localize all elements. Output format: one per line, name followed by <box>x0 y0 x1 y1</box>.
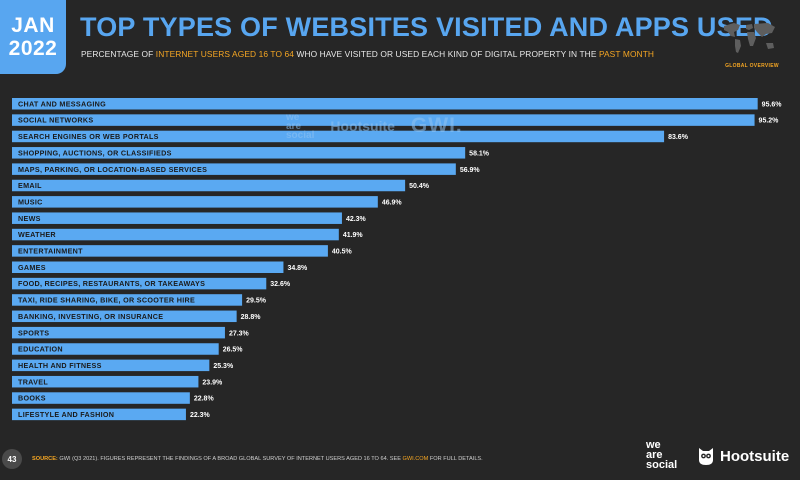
value-label-13: 28.8% <box>241 314 262 321</box>
subtitle-text-1: PERCENTAGE OF <box>81 49 156 59</box>
logo-was-1: we <box>646 439 661 451</box>
category-label-2: SEARCH ENGINES OR WEB PORTALS <box>18 132 159 141</box>
category-label-18: BOOKS <box>18 394 46 403</box>
value-label-2: 83.6% <box>668 134 689 141</box>
value-label-1: 95.2% <box>759 118 780 125</box>
category-label-5: EMAIL <box>18 181 42 190</box>
value-label-17: 23.9% <box>202 379 223 386</box>
bar-chart: CHAT AND MESSAGING 95.6% SOCIAL NETWORKS 95… <box>12 98 783 421</box>
value-label-8: 41.9% <box>343 232 364 239</box>
bar-9 <box>12 245 328 257</box>
bar-3 <box>12 147 466 159</box>
category-label-4: MAPS, PARKING, OR LOCATION-BASED SERVICE… <box>18 165 207 174</box>
value-label-0: 95.6% <box>762 101 783 108</box>
category-label-6: MUSIC <box>18 197 43 206</box>
category-label-13: BANKING, INVESTING, OR INSURANCE <box>18 312 163 321</box>
category-label-14: SPORTS <box>18 328 49 337</box>
hootsuite-logo: Hootsuite <box>696 446 789 466</box>
logo-was-2: are <box>646 449 663 461</box>
value-label-10: 34.8% <box>287 265 308 272</box>
logo-was-3: social <box>646 459 678 471</box>
category-label-17: TRAVEL <box>18 377 48 386</box>
bar-0 <box>12 98 758 110</box>
watermark-we-are-social: we are social <box>286 111 315 141</box>
subtitle-text-2: WHO HAVE VISITED OR USED EACH KIND OF DI… <box>294 49 599 59</box>
source-link[interactable]: GWI.COM <box>402 456 429 462</box>
bar-16 <box>12 359 210 372</box>
subtitle-highlight-1: INTERNET USERS AGED 16 TO 64 <box>155 49 295 59</box>
value-label-9: 40.5% <box>332 249 353 256</box>
source-label: SOURCE: <box>32 456 58 462</box>
value-label-15: 26.5% <box>223 347 244 354</box>
category-label-19: LIFESTYLE AND FASHION <box>18 410 114 419</box>
value-label-12: 29.5% <box>246 298 267 305</box>
value-label-4: 56.9% <box>460 167 481 174</box>
value-label-7: 42.3% <box>346 216 367 223</box>
page-number: 43 <box>2 449 22 469</box>
value-label-6: 46.9% <box>382 199 403 206</box>
watermark-was-3: social <box>286 129 315 141</box>
bar-2 <box>12 130 665 143</box>
watermark-gwi: GWI. <box>410 114 463 137</box>
bar-5 <box>12 179 406 192</box>
bar-12 <box>12 294 243 306</box>
hootsuite-wordmark: Hootsuite <box>720 447 790 465</box>
category-label-15: EDUCATION <box>18 345 63 354</box>
page-subtitle: PERCENTAGE OF INTERNET USERS AGED 16 TO … <box>81 49 654 59</box>
category-label-7: NEWS <box>18 214 41 223</box>
partner-watermark: we are social Hootsuite GWI. <box>286 109 463 143</box>
bar-19 <box>12 408 186 421</box>
page-title: TOP TYPES OF WEBSITES VISITED AND APPS U… <box>80 12 773 42</box>
watermark-was-1: we <box>286 111 300 123</box>
bar-17 <box>12 375 199 388</box>
bar-8 <box>12 228 339 241</box>
watermark-was-2: are <box>286 120 302 132</box>
category-label-12: TAXI, RIDE SHARING, BIKE, OR SCOOTER HIR… <box>18 296 195 305</box>
date-badge: JAN 2022 <box>0 0 66 74</box>
we-are-social-logo: we are social <box>646 439 678 471</box>
global-overview-label: GLOBAL OVERVIEW <box>725 63 779 69</box>
bars-layer: CHAT AND MESSAGING 95.6% SOCIAL NETWORKS 95… <box>12 98 783 421</box>
category-label-9: ENTERTAINMENT <box>18 247 83 256</box>
subtitle-highlight-2: PAST MONTH <box>598 49 655 59</box>
value-label-16: 25.3% <box>213 363 234 370</box>
category-label-0: CHAT AND MESSAGING <box>18 99 106 108</box>
bar-11 <box>12 277 267 290</box>
bar-15 <box>12 343 219 355</box>
date-year: 2022 <box>8 37 58 60</box>
value-label-18: 22.8% <box>194 396 215 403</box>
bar-10 <box>12 261 284 273</box>
bar-6 <box>12 196 378 208</box>
value-label-19: 22.3% <box>190 412 211 419</box>
source-text: GWI (Q3 2021). FIGURES REPRESENT THE FIN… <box>57 456 403 462</box>
category-label-8: WEATHER <box>18 230 56 239</box>
value-label-11: 32.6% <box>270 281 291 288</box>
bar-13 <box>12 310 237 323</box>
category-label-3: SHOPPING, AUCTIONS, OR CLASSIFIEDS <box>18 148 172 157</box>
bar-7 <box>12 212 342 224</box>
world-map-icon <box>724 23 775 53</box>
bar-18 <box>12 392 190 404</box>
owl-icon <box>699 448 713 465</box>
category-label-1: SOCIAL NETWORKS <box>18 116 93 125</box>
date-month: JAN <box>11 14 55 37</box>
bar-1 <box>12 114 755 126</box>
bar-14 <box>12 326 225 339</box>
value-label-14: 27.3% <box>229 330 250 337</box>
source-tail: FOR FULL DETAILS. <box>428 456 483 462</box>
bar-4 <box>12 163 456 175</box>
category-label-10: GAMES <box>18 263 46 272</box>
watermark-hootsuite: Hootsuite <box>330 118 395 134</box>
value-label-5: 50.4% <box>409 183 430 190</box>
source-note: SOURCE: GWI (Q3 2021). FIGURES REPRESENT… <box>32 456 483 462</box>
category-label-11: FOOD, RECIPES, RESTAURANTS, OR TAKEAWAYS <box>18 279 205 288</box>
value-label-3: 58.1% <box>469 150 490 157</box>
category-label-16: HEALTH AND FITNESS <box>18 361 102 370</box>
